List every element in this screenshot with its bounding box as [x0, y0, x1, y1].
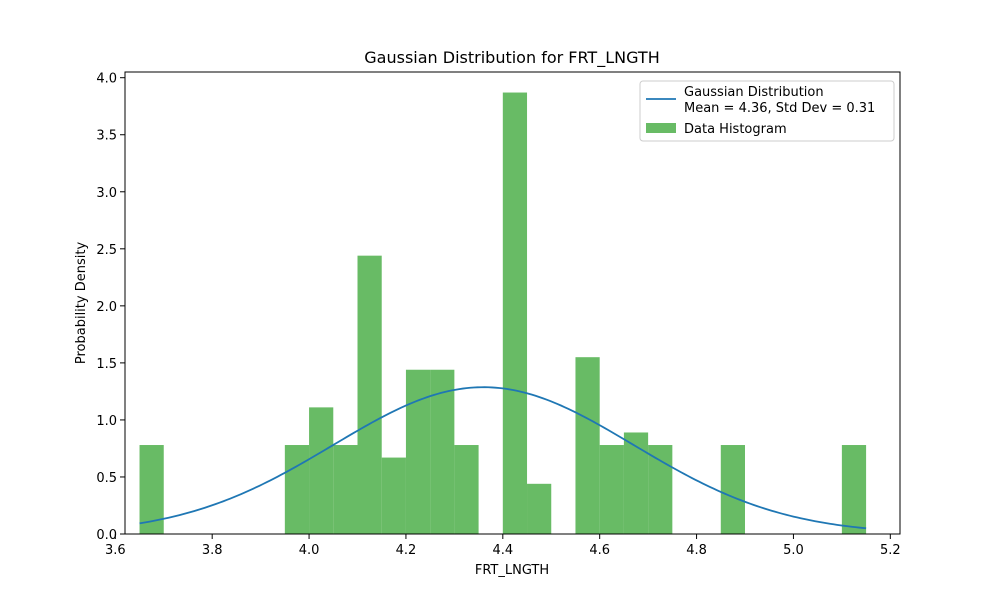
x-tick-label: 4.6: [589, 543, 610, 558]
histogram-bar: [406, 370, 430, 534]
x-axis-label: FRT_LNGTH: [475, 563, 549, 578]
y-tick-label: 1.5: [96, 357, 117, 372]
legend-histogram-label: Data Histogram: [684, 122, 787, 137]
histogram-bar: [600, 445, 624, 534]
x-tick-label: 4.0: [299, 543, 320, 558]
y-tick-label: 3.5: [96, 129, 117, 144]
x-tick-label: 4.8: [686, 543, 707, 558]
x-axis-ticks: 3.6 3.8 4.0 4.2 4.4 4.6 4.8 5.0 5.2: [105, 534, 901, 558]
y-tick-label: 1.0: [96, 414, 117, 429]
x-tick-label: 4.2: [396, 543, 417, 558]
gaussian-curve: [140, 387, 867, 528]
histogram-bar: [454, 445, 478, 534]
y-axis-ticks: 0.0 0.5 1.0 1.5 2.0 2.5 3.0 3.5 4.0: [96, 72, 125, 543]
chart-title: Gaussian Distribution for FRT_LNGTH: [364, 48, 659, 68]
histogram-bar: [648, 445, 672, 534]
x-tick-label: 5.2: [880, 543, 901, 558]
histogram-bar: [358, 256, 382, 534]
legend-gaussian-stats: Mean = 4.36, Std Dev = 0.31: [684, 101, 875, 116]
y-tick-label: 2.5: [96, 243, 117, 258]
histogram-bar: [624, 432, 648, 534]
histogram-bar: [842, 445, 866, 534]
y-tick-label: 0.0: [96, 528, 117, 543]
x-tick-label: 5.0: [783, 543, 804, 558]
y-tick-label: 2.0: [96, 300, 117, 315]
histogram-bar: [309, 407, 333, 534]
histogram-bar: [721, 445, 745, 534]
x-tick-label: 3.6: [105, 543, 126, 558]
histogram-bar: [285, 445, 309, 534]
histogram-bar: [527, 484, 551, 534]
histogram-bar: [382, 458, 406, 534]
gaussian-curve-layer: [140, 387, 867, 528]
histogram-bar: [333, 445, 357, 534]
y-tick-label: 4.0: [96, 72, 117, 87]
legend-histogram-swatch: [646, 123, 676, 133]
x-tick-label: 4.4: [492, 543, 513, 558]
y-tick-label: 0.5: [96, 471, 117, 486]
y-tick-label: 3.0: [96, 186, 117, 201]
histogram-bars: [140, 93, 867, 534]
x-tick-label: 3.8: [202, 543, 223, 558]
legend: Gaussian Distribution Mean = 4.36, Std D…: [640, 81, 894, 141]
histogram-bar: [503, 93, 527, 534]
y-axis-label: Probability Density: [74, 242, 89, 365]
legend-gaussian-label: Gaussian Distribution: [684, 85, 824, 100]
histogram-bar: [575, 357, 599, 534]
